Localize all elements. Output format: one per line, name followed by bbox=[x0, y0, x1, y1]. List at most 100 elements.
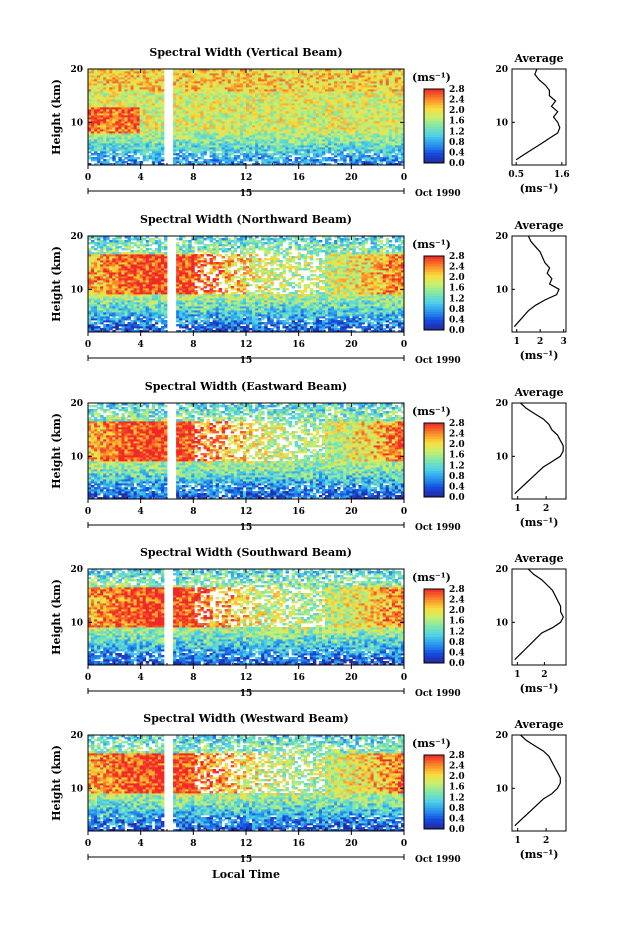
heatmap-cell bbox=[130, 95, 134, 98]
heatmap-cell bbox=[276, 157, 280, 160]
heatmap-cell bbox=[340, 131, 344, 134]
heatmap-cell bbox=[376, 101, 381, 104]
heatmap-cell bbox=[309, 89, 314, 92]
heatmap-cell bbox=[300, 135, 305, 138]
heatmap-cell bbox=[246, 115, 250, 118]
heatmap-cell bbox=[273, 129, 277, 132]
heatmap-cell bbox=[273, 135, 277, 138]
heatmap-cell bbox=[142, 135, 147, 138]
heatmap-cell bbox=[160, 147, 165, 150]
heatmap-cell bbox=[273, 153, 277, 156]
heatmap-cell bbox=[328, 123, 332, 126]
heatmap-cell bbox=[191, 135, 195, 138]
heatmap-cell bbox=[191, 81, 195, 84]
heatmap-cell bbox=[188, 91, 192, 94]
heatmap-cell bbox=[182, 99, 186, 102]
heatmap-cell bbox=[276, 129, 280, 132]
heatmap-cell bbox=[270, 113, 274, 116]
heatmap-cell bbox=[148, 145, 153, 148]
heatmap-cell bbox=[379, 115, 384, 118]
heatmap-cell bbox=[294, 161, 299, 164]
heatmap-cell bbox=[255, 123, 259, 126]
heatmap-cell bbox=[127, 73, 131, 76]
heatmap-cell bbox=[224, 157, 229, 160]
heatmap-cell bbox=[124, 149, 128, 152]
heatmap-cell bbox=[115, 91, 119, 94]
heatmap-cell bbox=[224, 85, 229, 88]
heatmap-cell bbox=[200, 111, 204, 114]
heatmap-cell bbox=[294, 101, 299, 104]
heatmap-cell bbox=[179, 83, 183, 86]
heatmap-cell bbox=[100, 133, 104, 136]
heatmap-cell bbox=[224, 71, 229, 74]
heatmap-cell bbox=[312, 133, 317, 136]
heatmap-cell bbox=[236, 99, 241, 102]
heatmap-cell bbox=[364, 127, 368, 130]
heatmap-cell bbox=[309, 71, 314, 74]
heatmap-cell bbox=[264, 99, 268, 102]
heatmap-cell bbox=[361, 79, 365, 82]
heatmap-cell bbox=[194, 155, 198, 158]
heatmap-cell bbox=[273, 145, 277, 148]
heatmap-cell bbox=[91, 157, 95, 160]
heatmap-cell bbox=[115, 147, 119, 150]
heatmap-cell bbox=[370, 127, 375, 130]
heatmap-cell bbox=[136, 163, 141, 166]
heatmap-cell bbox=[346, 87, 350, 90]
heatmap-cell bbox=[239, 93, 244, 96]
heatmap-cell bbox=[358, 125, 362, 128]
heatmap-cell bbox=[197, 93, 201, 96]
heatmap-cell bbox=[127, 93, 131, 96]
heatmap-cell bbox=[255, 161, 259, 164]
heatmap-cell bbox=[349, 143, 353, 146]
heatmap-cell bbox=[364, 139, 368, 142]
heatmap-cell bbox=[197, 77, 201, 80]
heatmap-cell bbox=[297, 149, 302, 152]
heatmap-cell bbox=[212, 155, 217, 158]
heatmap-cell bbox=[364, 147, 368, 150]
heatmap-cell bbox=[306, 81, 311, 84]
heatmap-cell bbox=[343, 79, 347, 82]
heatmap-cell bbox=[127, 69, 131, 72]
heatmap-cell bbox=[115, 77, 119, 80]
heatmap-cell bbox=[194, 71, 198, 74]
heatmap-cell bbox=[321, 157, 326, 160]
heatmap-cell bbox=[230, 143, 235, 146]
heatmap-cell bbox=[218, 137, 223, 140]
heatmap-cell bbox=[370, 95, 375, 98]
heatmap-cell bbox=[352, 139, 356, 142]
heatmap-cell bbox=[154, 95, 159, 98]
heatmap-cell bbox=[136, 161, 141, 164]
heatmap-cell bbox=[334, 73, 338, 76]
heatmap-cell bbox=[215, 139, 220, 142]
heatmap-cell bbox=[312, 131, 317, 134]
heatmap-cell bbox=[376, 147, 381, 150]
heatmap-cell bbox=[297, 153, 302, 156]
heatmap-cell bbox=[379, 85, 384, 88]
heatmap-cell bbox=[331, 85, 335, 88]
heatmap-cell bbox=[376, 103, 381, 106]
heatmap-cell bbox=[343, 83, 347, 86]
heatmap-cell bbox=[179, 115, 183, 118]
heatmap-cell bbox=[209, 145, 213, 148]
heatmap-cell bbox=[252, 77, 256, 80]
heatmap-cell bbox=[370, 115, 375, 118]
heatmap-cell bbox=[97, 91, 101, 94]
heatmap-cell bbox=[179, 127, 183, 130]
heatmap-cell bbox=[258, 73, 262, 76]
heatmap-cell bbox=[136, 107, 141, 110]
heatmap-cell bbox=[242, 99, 247, 102]
heatmap-cell bbox=[124, 73, 128, 76]
heatmap-cell bbox=[130, 101, 134, 104]
heatmap-cell bbox=[221, 79, 226, 82]
heatmap-cell bbox=[182, 159, 186, 162]
heatmap-cell bbox=[239, 137, 244, 140]
heatmap-cell bbox=[188, 89, 192, 92]
heatmap-cell bbox=[227, 129, 232, 132]
heatmap-cell bbox=[352, 143, 356, 146]
heatmap-cell bbox=[379, 117, 384, 120]
heatmap-cell bbox=[157, 153, 162, 156]
heatmap-cell bbox=[130, 117, 134, 120]
heatmap-cell bbox=[157, 133, 162, 136]
heatmap-cell bbox=[303, 89, 308, 92]
